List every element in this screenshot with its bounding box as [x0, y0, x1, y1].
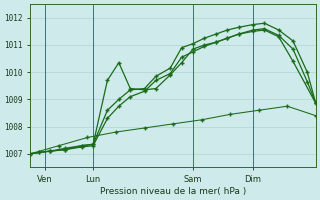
X-axis label: Pression niveau de la mer( hPa ): Pression niveau de la mer( hPa ): [100, 187, 246, 196]
